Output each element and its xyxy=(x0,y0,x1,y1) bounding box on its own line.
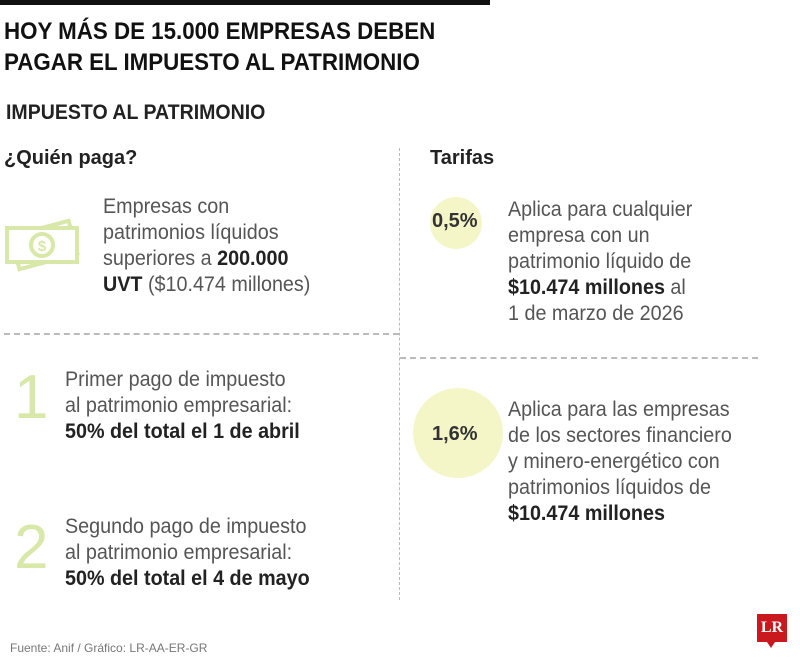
payment-date: 50% del total el 4 de mayo xyxy=(65,567,310,590)
text-line: superiores a xyxy=(103,247,218,270)
text-line: y minero-energético con xyxy=(508,450,720,473)
text-line: 1 de marzo de 2026 xyxy=(508,302,684,325)
payment-number-2: 2 xyxy=(14,513,49,582)
amount: $10.474 millones xyxy=(508,502,665,525)
rate-2-text: Aplica para las empresas de los sectores… xyxy=(508,397,732,527)
rate-circle-1 xyxy=(430,197,482,249)
top-bar xyxy=(0,0,490,5)
text-line: Aplica para cualquier xyxy=(508,198,693,221)
text-line: Empresas con xyxy=(103,195,230,218)
payment-2-text: Segundo pago de impuesto al patrimonio e… xyxy=(65,514,310,592)
vertical-divider xyxy=(399,148,400,600)
payment-number-1: 1 xyxy=(14,363,49,432)
text-line: Segundo pago de impuesto xyxy=(65,515,307,538)
rate-circle-2 xyxy=(413,388,503,478)
rate-1: 0,5% xyxy=(432,210,478,232)
uvt-amount: 200.000 xyxy=(217,247,289,270)
title-line-1: HOY MÁS DE 15.000 EMPRESAS DEBEN xyxy=(4,18,436,45)
text-line: al patrimonio empresarial: xyxy=(65,394,293,417)
text-line: patrimonio líquido de xyxy=(508,250,692,273)
source-credit: Fuente: Anif / Gráfico: LR-AA-ER-GR xyxy=(10,641,208,655)
page-title: HOY MÁS DE 15.000 EMPRESAS DEBEN PAGAR E… xyxy=(4,16,525,78)
text-line: patrimonios líquidos de xyxy=(508,476,712,499)
subtitle: IMPUESTO AL PATRIMONIO xyxy=(6,101,266,124)
text-line: de los sectores financiero xyxy=(508,424,732,447)
text-line: patrimonios líquidos xyxy=(103,221,279,244)
rate-1-text: Aplica para cualquier empresa con un pat… xyxy=(508,197,692,327)
lr-logo: LR xyxy=(757,614,787,648)
money-bills-icon: $ xyxy=(4,210,82,285)
amount: $10.474 millones xyxy=(508,276,665,299)
text-line: Aplica para las empresas xyxy=(508,398,730,421)
payment-1-text: Primer pago de impuesto al patrimonio em… xyxy=(65,367,300,445)
text-line: empresa con un xyxy=(508,224,650,247)
title-line-2: PAGAR EL IMPUESTO AL PATRIMONIO xyxy=(4,49,420,76)
payment-date: 50% del total el 1 de abril xyxy=(65,420,300,443)
text-line: al patrimonio empresarial: xyxy=(65,541,293,564)
who-pays-heading: ¿Quién paga? xyxy=(4,147,138,169)
svg-text:$: $ xyxy=(38,238,47,255)
text-line: ($10.474 millones) xyxy=(142,273,311,296)
uvt-label: UVT xyxy=(103,273,143,296)
rate-2: 1,6% xyxy=(432,423,478,445)
right-divider xyxy=(400,357,758,359)
who-pays-description: Empresas con patrimonios líquidos superi… xyxy=(103,194,310,298)
text-line: Primer pago de impuesto xyxy=(65,368,286,391)
rates-heading: Tarifas xyxy=(430,147,495,169)
text-line: al xyxy=(664,276,686,299)
left-divider xyxy=(4,333,399,335)
